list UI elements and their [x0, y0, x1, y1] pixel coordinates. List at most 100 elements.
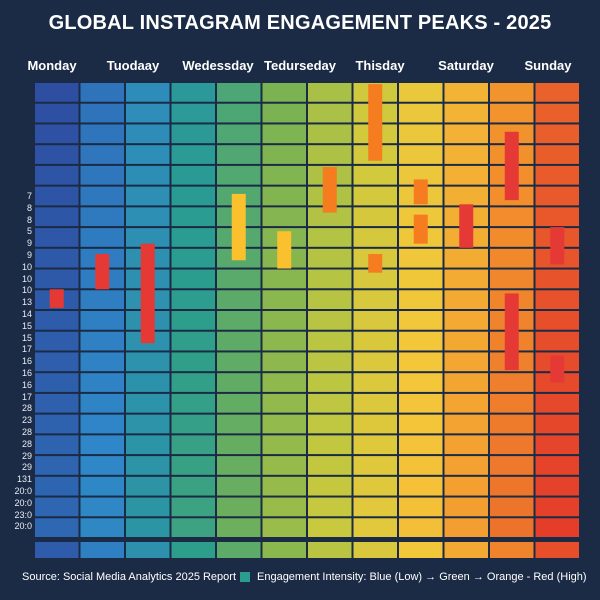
peak-highlight-bar	[368, 84, 383, 161]
heatmap-cell	[308, 290, 352, 309]
heatmap-cell	[35, 393, 79, 413]
heatmap-cell	[444, 518, 488, 537]
heatmap-cell	[490, 103, 534, 123]
heatmap-cell	[171, 352, 215, 372]
heatmap-cell	[444, 165, 488, 185]
heatmap-cell	[353, 269, 397, 289]
heatmap-cell	[80, 165, 124, 185]
heatmap-cell	[399, 103, 443, 123]
day-label-sunday: Sunday	[524, 58, 572, 73]
heatmap-cell	[399, 373, 443, 392]
day-label-monday: Monday	[27, 58, 77, 73]
heatmap-cell	[217, 103, 261, 123]
heatmap-cell	[490, 497, 534, 517]
legend-label: Engagement Intensity: Blue (Low) → Green…	[257, 571, 587, 583]
heatmap-cell	[126, 207, 170, 227]
heatmap-cell	[35, 311, 79, 330]
summary-strip-cell	[217, 542, 261, 558]
heatmap-cell	[308, 456, 352, 475]
heatmap-cell	[353, 435, 397, 455]
heatmap-cell	[262, 165, 306, 185]
heatmap-cell	[308, 373, 352, 392]
summary-strip-cell	[262, 542, 306, 558]
heatmap-cell	[535, 145, 579, 164]
summary-strip-cell	[535, 542, 579, 558]
heatmap-cell	[399, 269, 443, 289]
heatmap-cell	[490, 373, 534, 392]
y-tick-label: 16	[21, 356, 32, 367]
heatmap-cell	[535, 518, 579, 537]
heatmap-cell	[35, 124, 79, 144]
peak-highlight-bar	[504, 131, 519, 201]
heatmap-cell	[353, 414, 397, 434]
day-label-saturday: Saturday	[438, 58, 494, 73]
heatmap-cell	[353, 311, 397, 330]
y-tick-label: 20:0	[14, 521, 32, 532]
heatmap-cell	[126, 414, 170, 434]
peak-highlight-bar	[368, 254, 383, 273]
heatmap-cell	[262, 414, 306, 434]
heatmap-cell	[171, 186, 215, 206]
heatmap-cell	[353, 228, 397, 247]
heatmap-cell	[399, 83, 443, 102]
peak-highlight-bar	[550, 227, 565, 265]
heatmap-cell	[80, 352, 124, 372]
legend: Engagement Intensity: Blue (Low) → Green…	[240, 570, 587, 584]
heatmap-cell	[171, 145, 215, 164]
heatmap-cell	[353, 393, 397, 413]
heatmap-cell	[80, 145, 124, 164]
summary-strip-cell	[353, 542, 397, 558]
heatmap-cell	[217, 290, 261, 309]
heatmap-cell	[308, 207, 352, 227]
heatmap-cell	[126, 393, 170, 413]
heatmap-cell	[171, 393, 215, 413]
heatmap-cell	[399, 456, 443, 475]
heatmap-cell	[399, 248, 443, 268]
heatmap-cell	[35, 352, 79, 372]
heatmap-cell	[217, 518, 261, 537]
y-tick-label: 23	[21, 415, 32, 426]
heatmap-cell	[217, 414, 261, 434]
heatmap-cell	[399, 290, 443, 309]
peak-highlight-bar	[140, 243, 155, 344]
summary-strip-cell	[80, 542, 124, 558]
peak-highlight-bar	[49, 289, 64, 308]
heatmap-cell	[353, 186, 397, 206]
y-tick-label: 8	[26, 202, 32, 213]
peak-highlight-bar	[231, 193, 246, 261]
heatmap-cell	[353, 331, 397, 351]
heatmap-cell	[308, 269, 352, 289]
heatmap-cell	[399, 497, 443, 517]
heatmap-cell	[80, 476, 124, 496]
heatmap-cell	[171, 373, 215, 392]
heatmap-cell	[308, 331, 352, 351]
heatmap-cell	[171, 311, 215, 330]
heatmap-cell	[308, 124, 352, 144]
heatmap-cell	[535, 311, 579, 330]
heatmap-cell	[126, 435, 170, 455]
y-tick-label: 28	[21, 438, 32, 449]
heatmap-cell	[308, 103, 352, 123]
heatmap-cell	[535, 476, 579, 496]
heatmap-cell	[444, 311, 488, 330]
y-tick-label: 15	[21, 320, 32, 331]
heatmap-cell	[80, 518, 124, 537]
heatmap-cell	[262, 186, 306, 206]
heatmap-cell	[535, 290, 579, 309]
summary-strip-cell	[126, 542, 170, 558]
heatmap-cell	[262, 373, 306, 392]
heatmap-cell	[35, 228, 79, 247]
heatmap-cell	[217, 124, 261, 144]
heatmap-cell	[35, 476, 79, 496]
heatmap-cell	[80, 124, 124, 144]
heatmap-cell	[490, 414, 534, 434]
summary-strip-cell	[35, 542, 79, 558]
heatmap-cell	[308, 248, 352, 268]
y-tick-label: 17	[21, 391, 32, 402]
heatmap-cell	[217, 331, 261, 351]
heatmap-cell	[535, 497, 579, 517]
heatmap-cell	[80, 435, 124, 455]
heatmap-cell	[535, 456, 579, 475]
heatmap-cell	[399, 165, 443, 185]
heatmap-cell	[490, 269, 534, 289]
